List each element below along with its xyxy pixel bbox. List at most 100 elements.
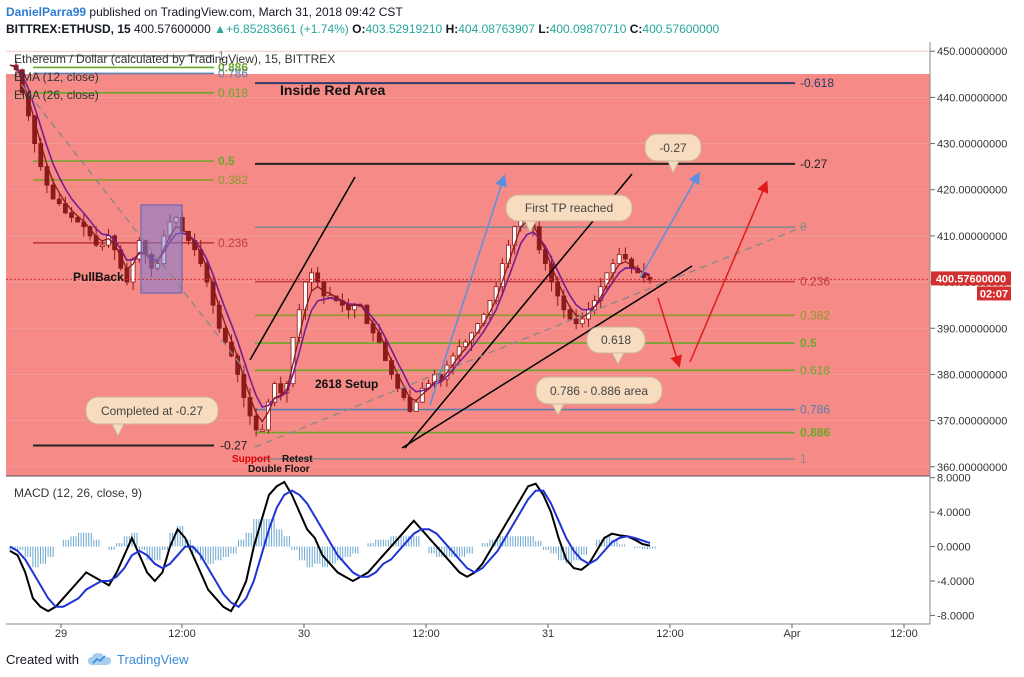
open-label: O: — [352, 22, 366, 36]
retest-label: Retest — [282, 454, 313, 465]
fib-right-label: 1 — [800, 452, 807, 466]
countdown-text: 02:07 — [980, 288, 1008, 300]
candle-body — [573, 318, 579, 325]
fib-left-label: 1 — [218, 49, 225, 63]
ema-slow-legend: EMA (26, close) — [14, 88, 99, 102]
symbol-label: BITTREX:ETHUSD, 15 — [6, 22, 131, 36]
macd-line — [9, 480, 651, 613]
callout-first-tp-text: First TP reached — [525, 201, 613, 215]
pullback-box — [140, 204, 183, 294]
candle-body — [259, 429, 265, 432]
price-pane-title: Ethereum / Dollar (calculated by Trading… — [14, 52, 335, 66]
candle-body — [253, 415, 259, 431]
close-value: 400.57600000 — [642, 22, 720, 36]
low-value: 400.09870710 — [549, 22, 627, 36]
ema-fast-legend: EMA (12, close) — [14, 70, 99, 84]
macd-tick-label: 4.0000 — [937, 507, 971, 519]
tradingview-cloud-icon — [88, 653, 112, 665]
blue-arrow-1 — [429, 174, 507, 406]
time-axis[interactable]: 29 12:00 30 12:00 31 12:00 Apr 12:00 — [55, 624, 918, 640]
inside-red-area-label: Inside Red Area — [280, 82, 386, 98]
fib-left-label: 0.236 — [218, 236, 248, 250]
current-price-tag-text: 400.57600000 — [936, 273, 1006, 285]
price-tick-label: 430.00000000 — [937, 139, 1007, 151]
callout-027: -0.27 — [644, 133, 702, 175]
fib-left-label: 0.786 — [218, 66, 248, 80]
price-tick-label: 450.00000000 — [937, 46, 1007, 58]
macd-tick-label: 8.0000 — [937, 473, 971, 485]
published-text: published on TradingView.com, March 31, … — [89, 5, 403, 19]
candle-body — [290, 337, 296, 385]
time-tick-label: 12:00 — [168, 628, 196, 640]
candle-body — [241, 374, 247, 398]
time-tick-label: 30 — [298, 628, 310, 640]
time-tick-label: 12:00 — [412, 628, 440, 640]
macd-tick-label: -4.0000 — [937, 576, 974, 588]
callout-completed-text: Completed at -0.27 — [101, 404, 203, 418]
callout-0618-text: 0.618 — [601, 333, 631, 347]
fib-left-label: 0.382 — [218, 173, 248, 187]
fib-right-label: 0.5 — [800, 336, 817, 350]
price-tick-label: 440.00000000 — [937, 92, 1007, 104]
signal-line — [9, 489, 651, 609]
candle-body — [75, 217, 81, 223]
callout-area-text: 0.786 - 0.886 area — [550, 384, 648, 398]
fib-left-label: 0.886 — [218, 60, 248, 74]
price-change: +6.85283661 (+1.74%) — [226, 22, 349, 36]
high-value: 404.08763907 — [458, 22, 535, 36]
triangle-up-icon: ▲ — [214, 22, 227, 36]
fib-right-label: -0.618 — [800, 76, 834, 90]
fib-right-label: 0.786 — [800, 403, 830, 417]
fib-left-label: -0.27 — [220, 439, 248, 453]
time-tick-label: 29 — [55, 628, 67, 640]
open-value: 403.52919210 — [365, 22, 443, 36]
fib-left-label: 0.618 — [218, 86, 248, 100]
time-tick-label: Apr — [783, 628, 800, 640]
candle-body — [327, 295, 333, 298]
time-tick-label: 31 — [542, 628, 554, 640]
callout-first-tp: First TP reached — [505, 194, 633, 234]
candle-body — [315, 272, 321, 283]
candle-body — [296, 309, 302, 338]
high-label: H: — [445, 22, 459, 36]
created-with-text: Created with — [6, 652, 79, 667]
candle-body — [321, 281, 327, 297]
trend-line-2 — [401, 265, 693, 449]
dashed-down-line — [13, 74, 246, 371]
candle-body — [309, 272, 314, 283]
callout-0618: 0.618 — [586, 326, 646, 366]
price-axis[interactable]: 450.00000000 440.00000000 430.00000000 420.… — [930, 46, 1007, 474]
candle-body — [401, 387, 407, 398]
blue-arrow-2 — [639, 171, 700, 279]
candle-body — [124, 267, 130, 283]
price-tick-label: 360.00000000 — [937, 462, 1007, 474]
macd-pane-title: MACD (12, 26, close, 9) — [14, 486, 142, 500]
macd-axis[interactable]: 8.0000 4.0000 0.0000 -4.0000 -8.0000 — [930, 473, 974, 623]
red-arrow-up — [689, 180, 769, 363]
trend-line-1 — [249, 176, 356, 361]
macd-tick-label: 0.0000 — [937, 542, 971, 554]
macd-tick-label: -8.0000 — [937, 610, 974, 622]
footer: Created with TradingView — [0, 640, 1024, 677]
close-label: C: — [629, 22, 643, 36]
candle-body — [462, 341, 468, 348]
fib-right-levels: -0.618-0.2700.2360.3820.50.6180.7860.886… — [255, 76, 834, 466]
candle-body — [616, 253, 622, 265]
price-tick-label: 390.00000000 — [937, 323, 1007, 335]
candle-body — [413, 401, 419, 412]
candle-body — [56, 198, 62, 204]
fib-right-label: -0.27 — [800, 157, 828, 171]
ema-fast-line — [9, 64, 651, 423]
author-name[interactable]: DanielParra99 — [6, 5, 87, 19]
chart-header: DanielParra99 published on TradingView.c… — [0, 0, 1024, 40]
low-label: L: — [538, 22, 550, 36]
tradingview-link[interactable]: TradingView — [117, 652, 189, 667]
candle-body — [222, 327, 228, 343]
fib-right-label: 0.618 — [800, 363, 830, 377]
candle-body — [278, 383, 284, 394]
candle-body — [622, 253, 628, 260]
candle-body — [567, 309, 573, 320]
price-tick-label: 380.00000000 — [937, 369, 1007, 381]
fib-left-label: 0.5 — [218, 154, 235, 168]
